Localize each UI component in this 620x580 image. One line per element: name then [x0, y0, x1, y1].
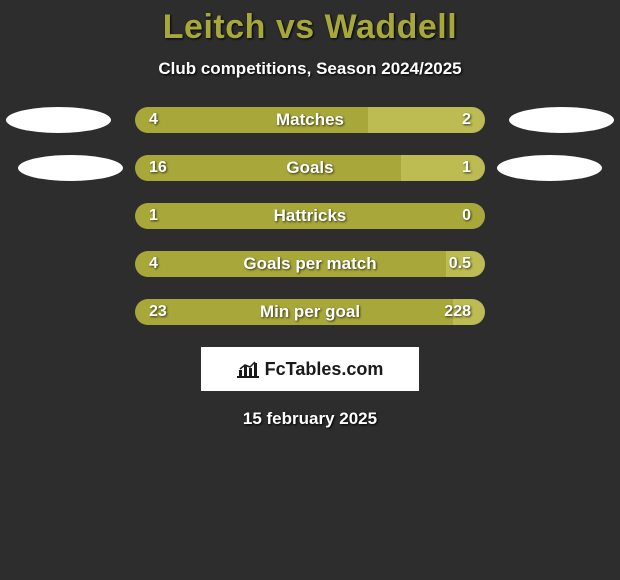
- stat-label: Goals per match: [243, 254, 376, 274]
- stat-bar: 16 1 Goals: [135, 155, 485, 181]
- stat-value-left: 4: [149, 255, 158, 273]
- logo: FcTables.com: [237, 359, 384, 380]
- stat-value-left: 1: [149, 207, 158, 225]
- stat-bar: 1 0 Hattricks: [135, 203, 485, 229]
- stat-value-left: 4: [149, 111, 158, 129]
- player-left-ellipse: [6, 107, 111, 133]
- stat-bar: 23 228 Min per goal: [135, 299, 485, 325]
- stat-row: 4 2 Matches: [0, 107, 620, 133]
- chart-icon: [237, 360, 259, 378]
- logo-prefix: Fc: [265, 359, 286, 380]
- stat-row: 1 0 Hattricks: [0, 203, 620, 229]
- bar-left-segment: [135, 155, 401, 181]
- stat-bar: 4 2 Matches: [135, 107, 485, 133]
- logo-suffix: Tables.com: [286, 359, 384, 380]
- player-right-ellipse: [509, 107, 614, 133]
- stat-value-right: 0.5: [449, 255, 471, 273]
- comparison-container: Leitch vs Waddell Club competitions, Sea…: [0, 0, 620, 429]
- stat-label: Matches: [276, 110, 344, 130]
- player-left-ellipse: [18, 155, 123, 181]
- date: 15 february 2025: [0, 409, 620, 429]
- stat-label: Goals: [286, 158, 333, 178]
- stat-label: Hattricks: [274, 206, 347, 226]
- stat-row: 23 228 Min per goal: [0, 299, 620, 325]
- subtitle: Club competitions, Season 2024/2025: [0, 59, 620, 79]
- stat-row: 16 1 Goals: [0, 155, 620, 181]
- stat-label: Min per goal: [260, 302, 360, 322]
- logo-box[interactable]: FcTables.com: [201, 347, 419, 391]
- bar-right-segment: [401, 155, 485, 181]
- page-title: Leitch vs Waddell: [0, 8, 620, 47]
- stat-value-left: 16: [149, 159, 167, 177]
- stat-value-right: 228: [444, 303, 471, 321]
- stat-value-right: 2: [462, 111, 471, 129]
- player-right-ellipse: [497, 155, 602, 181]
- stat-bar: 4 0.5 Goals per match: [135, 251, 485, 277]
- stat-row: 4 0.5 Goals per match: [0, 251, 620, 277]
- stat-value-right: 1: [462, 159, 471, 177]
- stat-rows: 4 2 Matches 16 1 Goals 1 0 Hattricks 4 0.5 Goals pe…: [0, 107, 620, 325]
- stat-value-right: 0: [462, 207, 471, 225]
- stat-value-left: 23: [149, 303, 167, 321]
